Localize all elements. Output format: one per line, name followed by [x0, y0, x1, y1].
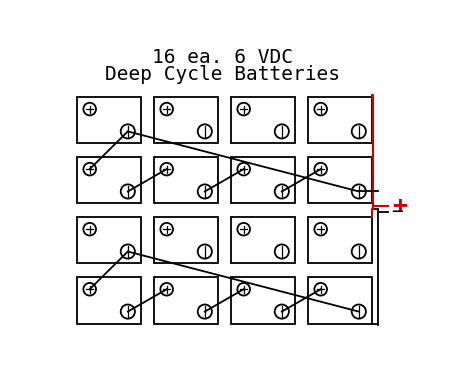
Circle shape — [160, 103, 173, 115]
Circle shape — [160, 163, 173, 176]
Circle shape — [237, 163, 250, 176]
Circle shape — [121, 124, 135, 139]
Circle shape — [352, 124, 366, 139]
Circle shape — [198, 124, 212, 139]
Circle shape — [198, 244, 212, 259]
Circle shape — [121, 244, 135, 259]
Bar — [77, 217, 140, 264]
Circle shape — [160, 283, 173, 296]
Text: 16 ea. 6 VDC: 16 ea. 6 VDC — [152, 47, 292, 67]
Circle shape — [352, 305, 366, 319]
Bar — [77, 157, 140, 203]
Text: Deep Cycle Batteries: Deep Cycle Batteries — [105, 64, 340, 83]
Circle shape — [237, 103, 250, 115]
Circle shape — [314, 283, 327, 296]
Circle shape — [352, 185, 366, 198]
Circle shape — [275, 305, 289, 319]
Circle shape — [83, 223, 96, 235]
Bar — [309, 97, 372, 143]
Bar — [231, 277, 294, 323]
Circle shape — [314, 163, 327, 176]
Bar — [155, 217, 218, 264]
Text: −: − — [392, 202, 403, 221]
Circle shape — [237, 283, 250, 296]
Bar — [77, 277, 140, 323]
Circle shape — [275, 244, 289, 259]
Bar — [309, 217, 372, 264]
Circle shape — [314, 223, 327, 235]
Bar — [155, 277, 218, 323]
Circle shape — [83, 283, 96, 296]
Text: +: + — [392, 194, 407, 218]
Circle shape — [83, 163, 96, 176]
Bar — [309, 277, 372, 323]
Circle shape — [237, 223, 250, 235]
Bar — [309, 157, 372, 203]
Circle shape — [275, 185, 289, 198]
Circle shape — [160, 223, 173, 235]
Circle shape — [198, 185, 212, 198]
Bar — [77, 97, 140, 143]
Bar — [231, 217, 294, 264]
Bar — [155, 97, 218, 143]
Bar — [231, 97, 294, 143]
Circle shape — [314, 103, 327, 115]
Circle shape — [275, 124, 289, 139]
Bar — [155, 157, 218, 203]
Circle shape — [198, 305, 212, 319]
Circle shape — [121, 185, 135, 198]
Bar — [231, 157, 294, 203]
Circle shape — [83, 103, 96, 115]
Circle shape — [352, 244, 366, 259]
Circle shape — [121, 305, 135, 319]
